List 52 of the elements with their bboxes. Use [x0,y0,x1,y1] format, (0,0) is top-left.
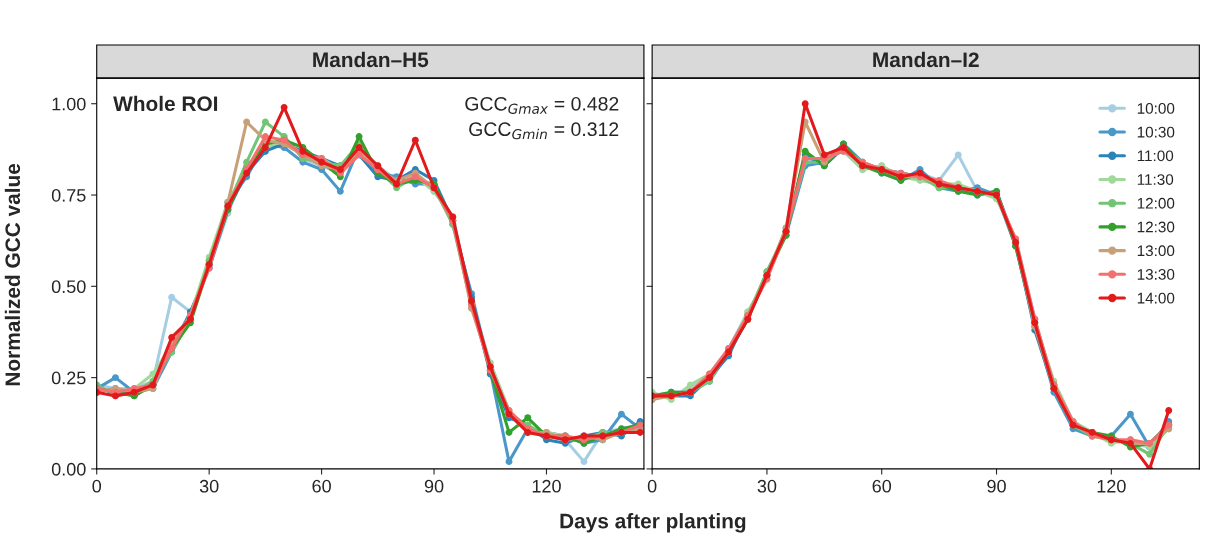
x-axis-title: Days after planting [560,513,746,533]
point [1126,410,1134,418]
x-tick-label: 60 [312,479,331,493]
legend-label: 12:30 [1137,221,1175,233]
annotation: Whole ROI [113,95,218,112]
point [261,118,269,126]
x-tick-label: 120 [1097,479,1126,493]
x-tick-label: 30 [757,479,777,493]
y-tick-label: 0.75 [51,188,86,202]
point [524,414,532,422]
point [168,293,176,301]
point [617,410,625,418]
point [1165,407,1173,414]
chart-title: Mandan–I2 [873,51,979,68]
x-tick-label: 90 [424,479,444,493]
legend-label: 10:30 [1137,126,1175,138]
x-tick-label: 120 [532,479,561,493]
y-axis-title: Normalized GCC value [4,163,21,386]
legend-label: 11:00 [1137,150,1174,162]
legend-label: 14:00 [1137,292,1175,304]
legend-label: 13:30 [1137,269,1175,280]
x-tick-label: 30 [199,479,219,493]
point [820,151,828,159]
point [801,100,809,108]
point [111,374,119,382]
point [954,151,962,159]
legend-label: 11:30 [1137,174,1174,185]
legend-label: 13:00 [1137,245,1175,257]
y-tick-label: 0.00 [51,462,86,476]
point [243,118,251,126]
y-tick-label: 0.25 [51,371,86,385]
legend-label: 12:00 [1137,197,1175,209]
point [336,187,344,195]
point [1146,450,1154,458]
point [168,333,176,341]
chart-title: Mandan–H5 [313,51,429,68]
x-tick-label: 90 [987,479,1006,493]
point [505,458,513,466]
legend-label: 10:00 [1137,103,1175,114]
x-tick-label: 60 [872,479,892,493]
point [280,103,288,111]
annotation: GCC$_{Gmax}$ = 0.482 [465,96,619,114]
point [580,458,588,466]
x-tick-label: 0 [92,479,102,493]
point [505,428,513,436]
x-tick-label: 0 [647,479,657,493]
annotation: GCC$_{Gmin}$ = 0.312 [469,122,619,140]
y-tick-label: 1.00 [52,97,86,111]
point [801,147,809,155]
point [686,381,694,389]
y-tick-label: 0.50 [51,280,86,294]
point [411,136,419,144]
